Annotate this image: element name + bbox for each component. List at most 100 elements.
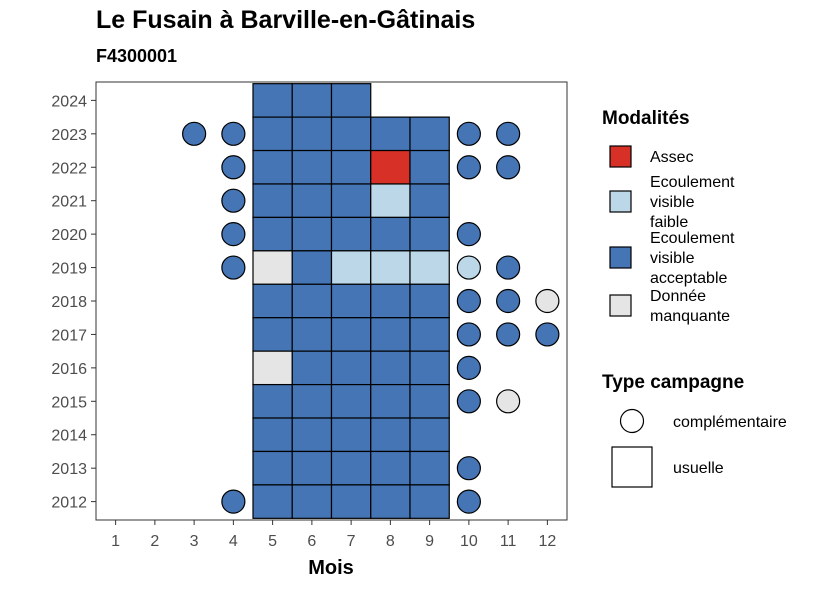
x-tick-label: 11 — [500, 533, 517, 550]
cell-2021-7 — [330, 183, 372, 219]
cell-2014-7 — [330, 417, 372, 453]
point-2016-10 — [456, 355, 481, 380]
cell-2020-8 — [370, 216, 411, 252]
y-tick-label: 2012 — [51, 495, 87, 512]
y-tick-label: 2018 — [51, 294, 87, 311]
point-2012-10 — [456, 489, 481, 514]
y-tick-label: 2023 — [51, 127, 87, 144]
cell-2022-5 — [252, 149, 293, 185]
cell-2024-6 — [291, 83, 333, 118]
cell-2022-8 — [370, 149, 411, 185]
cell-2014-6 — [291, 417, 333, 453]
cell-2013-5 — [252, 450, 293, 486]
y-tick-label: 2019 — [51, 261, 87, 278]
cell-2018-9 — [409, 283, 450, 319]
cell-2023-5 — [252, 116, 293, 152]
point-2022-10 — [456, 155, 481, 180]
legend: ModalitésAssecEcoulementvisiblefaibleEco… — [602, 108, 787, 488]
point-2018-12 — [535, 288, 560, 314]
cell-2018-6 — [291, 283, 333, 319]
x-axis-title: Mois — [308, 557, 354, 579]
cell-2015-5 — [252, 383, 293, 419]
cell-2021-5 — [252, 183, 293, 219]
y-tick-label: 2024 — [51, 93, 87, 110]
cell-2017-7 — [330, 317, 372, 352]
x-tick-label: 7 — [347, 533, 356, 550]
legend-key-faible — [609, 190, 632, 213]
y-tick-label: 2014 — [51, 428, 87, 445]
legend-label-assec: Assec — [650, 149, 694, 166]
legend-label-usuelle: usuelle — [673, 460, 724, 477]
x-axis: 1 2 3 4 5 6 7 8 9 10 11 12 — [111, 520, 556, 550]
cell-2017-9 — [409, 317, 450, 352]
point-2019-4 — [221, 255, 246, 280]
cell-2021-9 — [409, 183, 450, 219]
chart-subtitle: F4300001 — [96, 46, 178, 66]
cell-2020-6 — [291, 216, 333, 252]
cell-2012-5 — [252, 484, 293, 519]
point-2023-4 — [221, 121, 246, 146]
legend-label-faible: faible — [650, 214, 688, 231]
point-2015-11 — [496, 389, 521, 414]
legend-key-usuelle — [611, 446, 653, 488]
cell-2013-6 — [291, 450, 333, 486]
cell-2016-5 — [252, 350, 293, 386]
x-tick-label: 10 — [460, 533, 478, 550]
cell-2015-9 — [409, 383, 450, 419]
y-tick-label: 2020 — [51, 227, 87, 244]
legend-key-complementaire — [619, 408, 645, 434]
legend-key-acceptable — [609, 246, 632, 269]
point-2013-10 — [456, 456, 481, 481]
legend-campagne-title: Type campagne — [602, 372, 744, 393]
cell-2022-7 — [330, 149, 372, 185]
point-2021-4 — [221, 188, 246, 213]
cell-2013-8 — [370, 450, 411, 486]
legend-label-acceptable: acceptable — [650, 270, 727, 287]
cell-2024-5 — [252, 83, 293, 118]
x-tick-label: 9 — [425, 533, 434, 550]
y-tick-label: 2013 — [51, 461, 87, 478]
cell-2016-8 — [370, 350, 411, 386]
cell-2016-6 — [291, 350, 333, 386]
point-2019-10 — [456, 255, 481, 280]
cell-2012-7 — [330, 484, 372, 519]
y-tick-label: 2017 — [51, 327, 87, 344]
cell-2017-8 — [370, 317, 411, 352]
legend-label-manquante: Donnée — [650, 288, 706, 305]
point-2020-10 — [456, 222, 481, 247]
cell-2012-9 — [409, 484, 450, 519]
cell-2015-6 — [291, 383, 333, 419]
y-tick-label: 2016 — [51, 361, 87, 378]
cell-2018-8 — [370, 283, 411, 319]
cell-2012-6 — [291, 484, 333, 519]
legend-label-manquante: manquante — [650, 308, 730, 325]
cell-2015-7 — [330, 383, 372, 419]
cell-2014-8 — [370, 417, 411, 453]
point-2018-10 — [456, 288, 481, 314]
cell-2020-9 — [409, 216, 450, 252]
y-tick-label: 2021 — [51, 194, 87, 211]
cell-2013-9 — [409, 450, 450, 486]
legend-label-complementaire: complémentaire — [673, 414, 787, 431]
point-2020-4 — [221, 222, 246, 247]
plot-marks — [182, 83, 560, 519]
point-2022-11 — [496, 155, 521, 180]
legend-key-assec — [609, 145, 632, 168]
point-2017-10 — [456, 322, 481, 347]
cell-2018-7 — [330, 283, 372, 319]
x-tick-label: 2 — [150, 533, 159, 550]
cell-2018-5 — [252, 283, 293, 319]
cell-2012-8 — [370, 484, 411, 519]
point-2012-4 — [221, 489, 246, 514]
x-tick-label: 5 — [268, 533, 277, 550]
cell-2020-7 — [330, 216, 372, 252]
x-tick-label: 6 — [307, 533, 316, 550]
cell-2023-6 — [291, 116, 333, 152]
cell-2017-6 — [291, 317, 333, 352]
legend-key-manquante — [609, 294, 632, 317]
cell-2016-9 — [409, 350, 450, 386]
cell-2023-7 — [330, 116, 372, 152]
x-tick-label: 4 — [229, 533, 238, 550]
cell-2020-5 — [252, 216, 293, 252]
